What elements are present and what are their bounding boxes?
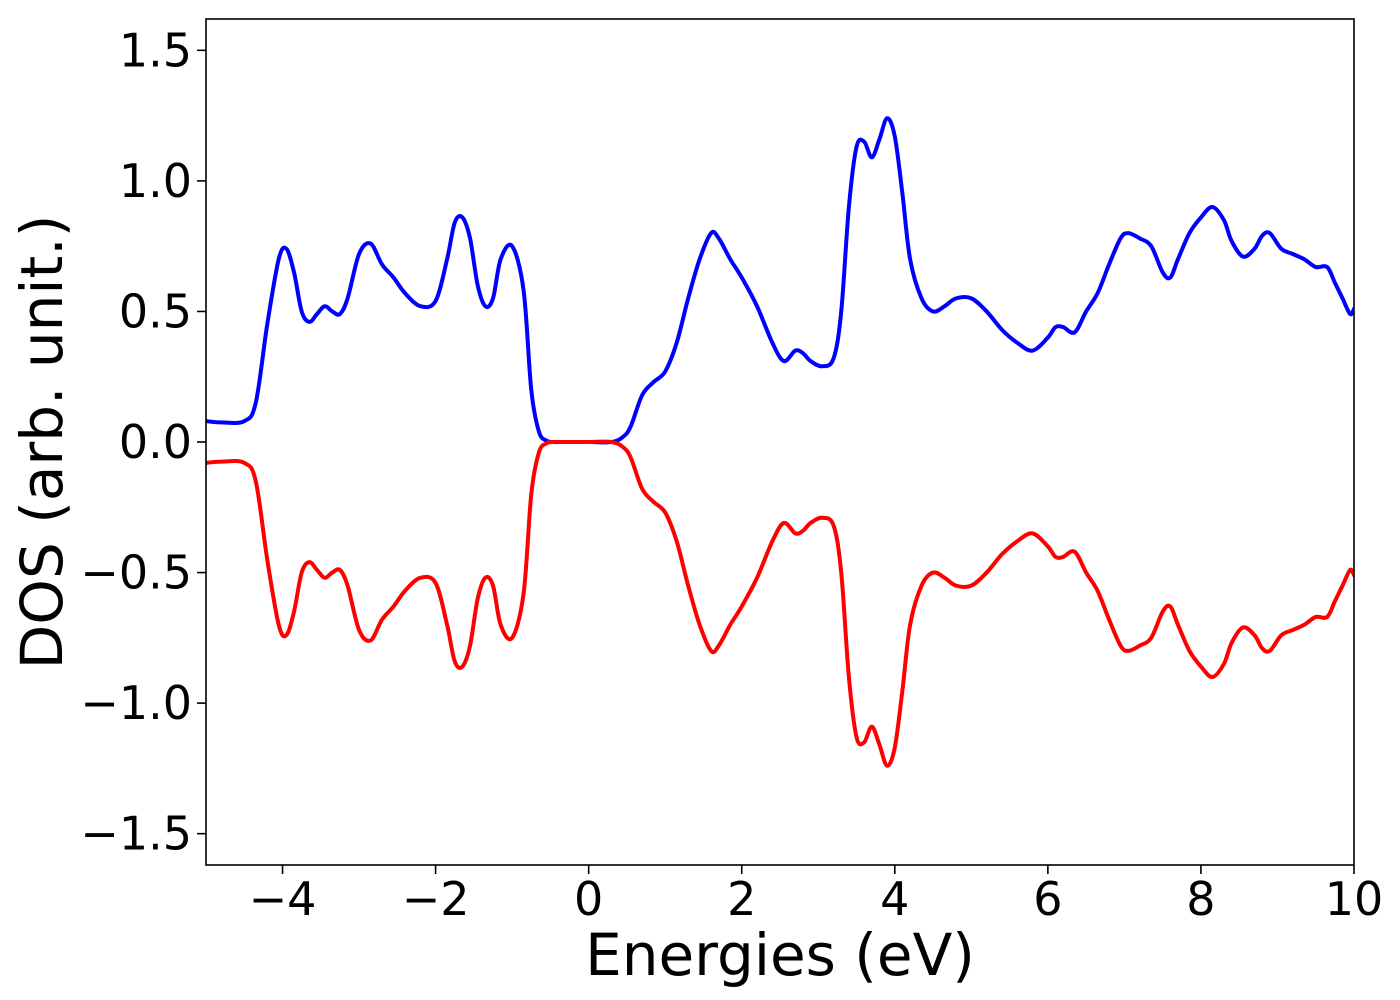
y-tick-label: 1.0 [119, 154, 192, 208]
x-tick-label: −4 [249, 872, 317, 926]
y-axis-title: DOS (arb. unit.) [8, 215, 76, 670]
y-tick-label: −1.5 [80, 807, 192, 861]
plot-frame [205, 18, 1355, 866]
x-tick-label: 6 [1033, 872, 1062, 926]
series-line-1 [206, 116, 1354, 445]
y-tick-label: 1.5 [119, 23, 192, 77]
x-tick-label: 0 [574, 872, 603, 926]
y-axis: −1.5 −1.0 −0.5 0.0 0.5 1.0 1.5 [80, 23, 206, 861]
x-tick-label: 2 [727, 872, 756, 926]
y-tick-label: −0.5 [80, 546, 192, 600]
y-tick-label: −1.0 [80, 676, 192, 730]
x-tick-label: 4 [880, 872, 909, 926]
series-line-2 [206, 439, 1354, 768]
x-tick-label: 10 [1325, 872, 1384, 926]
y-tick-label: 0.0 [119, 415, 192, 469]
x-axis-title: Energies (eV) [585, 921, 975, 989]
series-layer [206, 116, 1354, 768]
y-tick-label: 0.5 [119, 284, 192, 338]
x-tick-label: −2 [402, 872, 470, 926]
x-tick-label: 8 [1186, 872, 1215, 926]
x-axis: −4 −2 0 2 4 6 8 10 [249, 865, 1384, 926]
